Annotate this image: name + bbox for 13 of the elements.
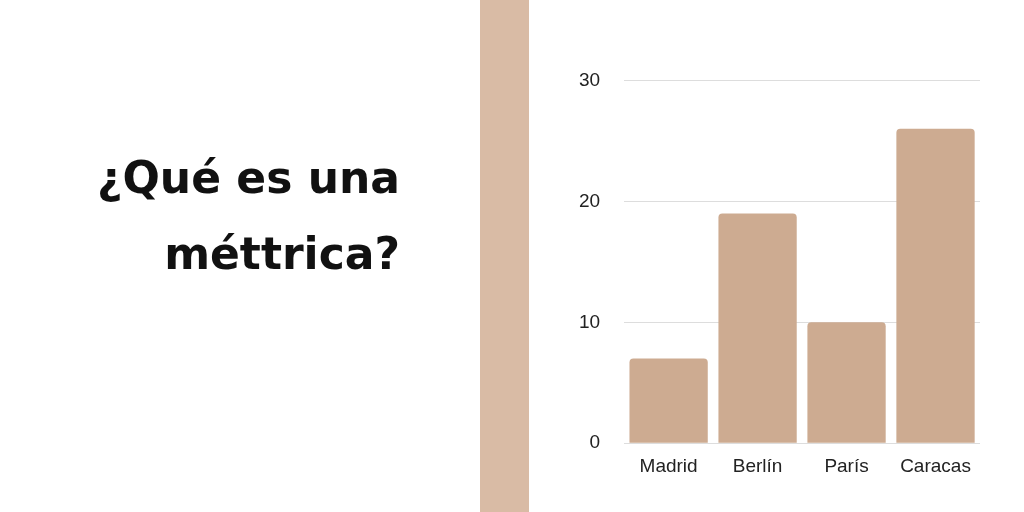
- bar: [718, 213, 797, 443]
- x-tick-label: Caracas: [900, 454, 971, 476]
- bar: [896, 128, 975, 443]
- y-tick-label: 0: [589, 431, 601, 453]
- y-tick-label: 20: [578, 189, 601, 211]
- x-tick-label: Berlín: [732, 454, 783, 476]
- bar: [629, 358, 708, 443]
- text: ¿Qué es una méttrica?: [95, 151, 400, 281]
- bar: [807, 322, 886, 443]
- y-tick-label: 10: [578, 310, 601, 332]
- x-tick-label: Madrid: [639, 454, 698, 476]
- x-tick-label: París: [824, 454, 869, 476]
- y-tick-label: 30: [578, 68, 601, 90]
